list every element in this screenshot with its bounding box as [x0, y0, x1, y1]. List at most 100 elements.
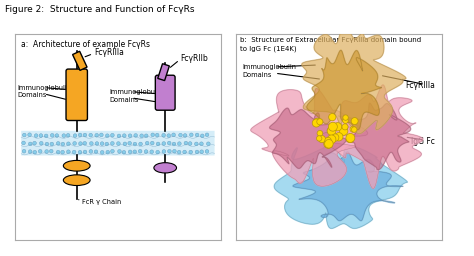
Circle shape	[331, 134, 339, 141]
Circle shape	[317, 136, 322, 141]
Circle shape	[123, 142, 127, 146]
Circle shape	[78, 133, 82, 137]
FancyBboxPatch shape	[66, 69, 87, 121]
Circle shape	[90, 142, 93, 145]
Circle shape	[168, 150, 171, 153]
Circle shape	[150, 141, 154, 145]
Circle shape	[105, 142, 109, 146]
Circle shape	[184, 141, 188, 145]
Circle shape	[50, 142, 54, 146]
FancyBboxPatch shape	[155, 75, 175, 110]
Circle shape	[317, 131, 323, 136]
Circle shape	[195, 133, 199, 137]
Circle shape	[312, 119, 320, 127]
Circle shape	[150, 150, 154, 154]
Polygon shape	[307, 50, 382, 130]
Circle shape	[350, 126, 356, 132]
Circle shape	[100, 151, 104, 154]
Circle shape	[73, 150, 76, 154]
Circle shape	[351, 118, 358, 124]
Circle shape	[327, 126, 336, 135]
Circle shape	[167, 134, 171, 137]
Polygon shape	[302, 22, 406, 134]
Circle shape	[100, 133, 103, 137]
Circle shape	[100, 142, 104, 145]
Circle shape	[342, 124, 348, 130]
Polygon shape	[274, 144, 407, 228]
Circle shape	[205, 150, 209, 153]
Circle shape	[83, 150, 87, 154]
Ellipse shape	[64, 175, 90, 186]
Text: FcR γ Chain: FcR γ Chain	[82, 199, 121, 205]
Circle shape	[343, 118, 348, 123]
Circle shape	[162, 150, 166, 153]
Circle shape	[94, 150, 98, 154]
Circle shape	[117, 142, 120, 145]
Ellipse shape	[154, 163, 176, 173]
Circle shape	[324, 139, 333, 148]
Circle shape	[327, 135, 336, 144]
Circle shape	[56, 142, 60, 145]
Polygon shape	[319, 85, 423, 188]
Circle shape	[128, 134, 132, 137]
Circle shape	[110, 142, 114, 145]
Circle shape	[319, 135, 326, 143]
Circle shape	[328, 122, 337, 131]
Circle shape	[156, 142, 160, 146]
Circle shape	[139, 142, 142, 146]
Circle shape	[179, 133, 182, 137]
Circle shape	[205, 133, 209, 137]
Circle shape	[317, 119, 323, 125]
Circle shape	[89, 133, 92, 137]
Circle shape	[140, 134, 144, 138]
Circle shape	[38, 150, 42, 153]
Circle shape	[151, 133, 155, 137]
Circle shape	[162, 133, 165, 137]
Circle shape	[177, 150, 181, 154]
Circle shape	[66, 133, 70, 137]
Circle shape	[325, 137, 331, 144]
Circle shape	[333, 123, 342, 131]
Circle shape	[118, 150, 121, 153]
Circle shape	[73, 134, 77, 137]
Circle shape	[39, 141, 43, 145]
Circle shape	[22, 133, 26, 137]
Circle shape	[61, 150, 64, 154]
Circle shape	[352, 127, 357, 132]
Circle shape	[200, 142, 203, 146]
Circle shape	[343, 115, 348, 120]
Circle shape	[328, 113, 336, 121]
Text: IgG Fc: IgG Fc	[411, 136, 435, 146]
Circle shape	[167, 141, 171, 145]
Circle shape	[44, 134, 48, 138]
Circle shape	[61, 142, 65, 146]
Circle shape	[89, 150, 93, 153]
Text: FcγRIIb: FcγRIIb	[181, 54, 209, 63]
Ellipse shape	[64, 161, 90, 171]
Circle shape	[78, 150, 82, 154]
Circle shape	[62, 134, 66, 137]
Circle shape	[45, 142, 49, 146]
Circle shape	[79, 142, 82, 145]
Circle shape	[56, 150, 60, 154]
Circle shape	[189, 150, 192, 154]
Circle shape	[95, 133, 99, 137]
Circle shape	[172, 142, 176, 146]
Circle shape	[55, 134, 59, 137]
Circle shape	[45, 150, 48, 153]
Circle shape	[146, 141, 149, 145]
Circle shape	[156, 150, 160, 154]
Circle shape	[33, 141, 36, 145]
Text: ITAM: ITAM	[67, 163, 86, 169]
Circle shape	[200, 150, 203, 154]
Polygon shape	[251, 89, 368, 186]
Text: Immunoglobulin
Domains: Immunoglobulin Domains	[242, 64, 296, 78]
Circle shape	[83, 141, 87, 145]
Polygon shape	[73, 51, 87, 70]
Circle shape	[325, 140, 333, 148]
Circle shape	[134, 134, 137, 137]
Circle shape	[207, 142, 210, 146]
Text: FcγRIIIa: FcγRIIIa	[94, 48, 124, 57]
Polygon shape	[293, 152, 403, 221]
Circle shape	[39, 134, 43, 137]
